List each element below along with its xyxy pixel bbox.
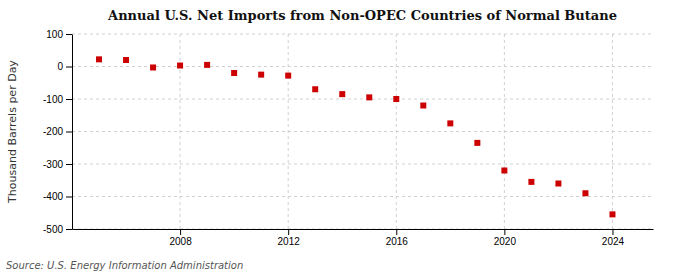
point bbox=[366, 94, 372, 100]
tick-mark bbox=[396, 229, 397, 235]
point bbox=[150, 64, 156, 70]
point bbox=[258, 72, 264, 78]
tick-mark bbox=[66, 229, 72, 230]
tick-mark bbox=[66, 99, 72, 100]
y-axis-title: Thousand Barrels per Day bbox=[6, 60, 19, 204]
tick-label: 100 bbox=[46, 29, 63, 40]
grid bbox=[72, 34, 653, 229]
tick-mark bbox=[180, 229, 181, 235]
point bbox=[285, 73, 291, 79]
tick-mark bbox=[612, 229, 613, 235]
y-axis-line bbox=[72, 35, 73, 230]
tick: 2012 bbox=[278, 229, 301, 247]
tick-mark bbox=[66, 34, 72, 35]
grid-line bbox=[612, 34, 613, 229]
grid-line bbox=[72, 34, 653, 35]
tick: 2024 bbox=[602, 229, 625, 247]
tick-mark bbox=[66, 197, 72, 198]
point bbox=[96, 56, 102, 62]
tick: 0 bbox=[57, 61, 72, 72]
tick-mark bbox=[288, 229, 289, 235]
source-note: Source: U.S. Energy Information Administ… bbox=[6, 260, 243, 271]
tick: 2008 bbox=[169, 229, 192, 247]
tick: -200 bbox=[43, 126, 72, 137]
grid-line bbox=[72, 196, 653, 197]
point bbox=[447, 120, 453, 126]
tick-label: 2020 bbox=[494, 236, 517, 247]
tick: -500 bbox=[43, 224, 72, 235]
point bbox=[177, 63, 183, 69]
grid-line bbox=[504, 34, 505, 229]
point bbox=[609, 211, 615, 217]
points bbox=[96, 56, 615, 217]
point bbox=[339, 91, 345, 97]
point bbox=[474, 140, 480, 146]
x-axis: 2008 2012 2016 2020 2024 bbox=[73, 229, 654, 247]
tick-label: 2012 bbox=[278, 236, 301, 247]
grid-line bbox=[72, 66, 653, 67]
point bbox=[393, 96, 399, 102]
tick: 2016 bbox=[386, 229, 409, 247]
tick: -100 bbox=[43, 94, 72, 105]
tick: -300 bbox=[43, 159, 72, 170]
tick: 2020 bbox=[494, 229, 517, 247]
y-axis: -500 -400 -300 -200 -100 0 100 bbox=[43, 29, 73, 235]
point bbox=[231, 70, 237, 76]
point bbox=[312, 86, 318, 92]
point bbox=[501, 168, 507, 174]
tick-mark bbox=[66, 67, 72, 68]
grid-line bbox=[72, 229, 653, 230]
point bbox=[204, 62, 210, 68]
tick-mark bbox=[66, 164, 72, 165]
tick-label: -400 bbox=[43, 191, 63, 202]
tick-label: -100 bbox=[43, 94, 63, 105]
plot-area: 2008 2012 2016 2020 2024 -500 -400 -300 -200 -100… bbox=[43, 29, 654, 247]
tick: -400 bbox=[43, 191, 72, 202]
grid-line bbox=[72, 164, 653, 165]
tick-label: 0 bbox=[57, 61, 63, 72]
tick-label: 2008 bbox=[169, 236, 192, 247]
tick-mark bbox=[504, 229, 505, 235]
tick-label: 2016 bbox=[386, 236, 409, 247]
grid-line bbox=[288, 34, 289, 229]
tick-label: -200 bbox=[43, 126, 63, 137]
point bbox=[123, 57, 129, 63]
point bbox=[528, 179, 534, 185]
point bbox=[582, 190, 588, 196]
title: Annual U.S. Net Imports from Non-OPEC Co… bbox=[107, 8, 617, 23]
tick-mark bbox=[66, 132, 72, 133]
grid-line bbox=[72, 131, 653, 132]
tick-label: 2024 bbox=[602, 236, 625, 247]
tick-label: -500 bbox=[43, 224, 63, 235]
x-axis-line bbox=[73, 229, 654, 230]
point bbox=[555, 181, 561, 187]
point bbox=[420, 103, 426, 109]
grid-line bbox=[396, 34, 397, 229]
tick: 100 bbox=[46, 29, 72, 40]
chart: 2008 2012 2016 2020 2024 -500 -400 -300 -200 -100… bbox=[0, 0, 675, 275]
grid-line bbox=[72, 99, 653, 100]
tick-label: -300 bbox=[43, 159, 63, 170]
